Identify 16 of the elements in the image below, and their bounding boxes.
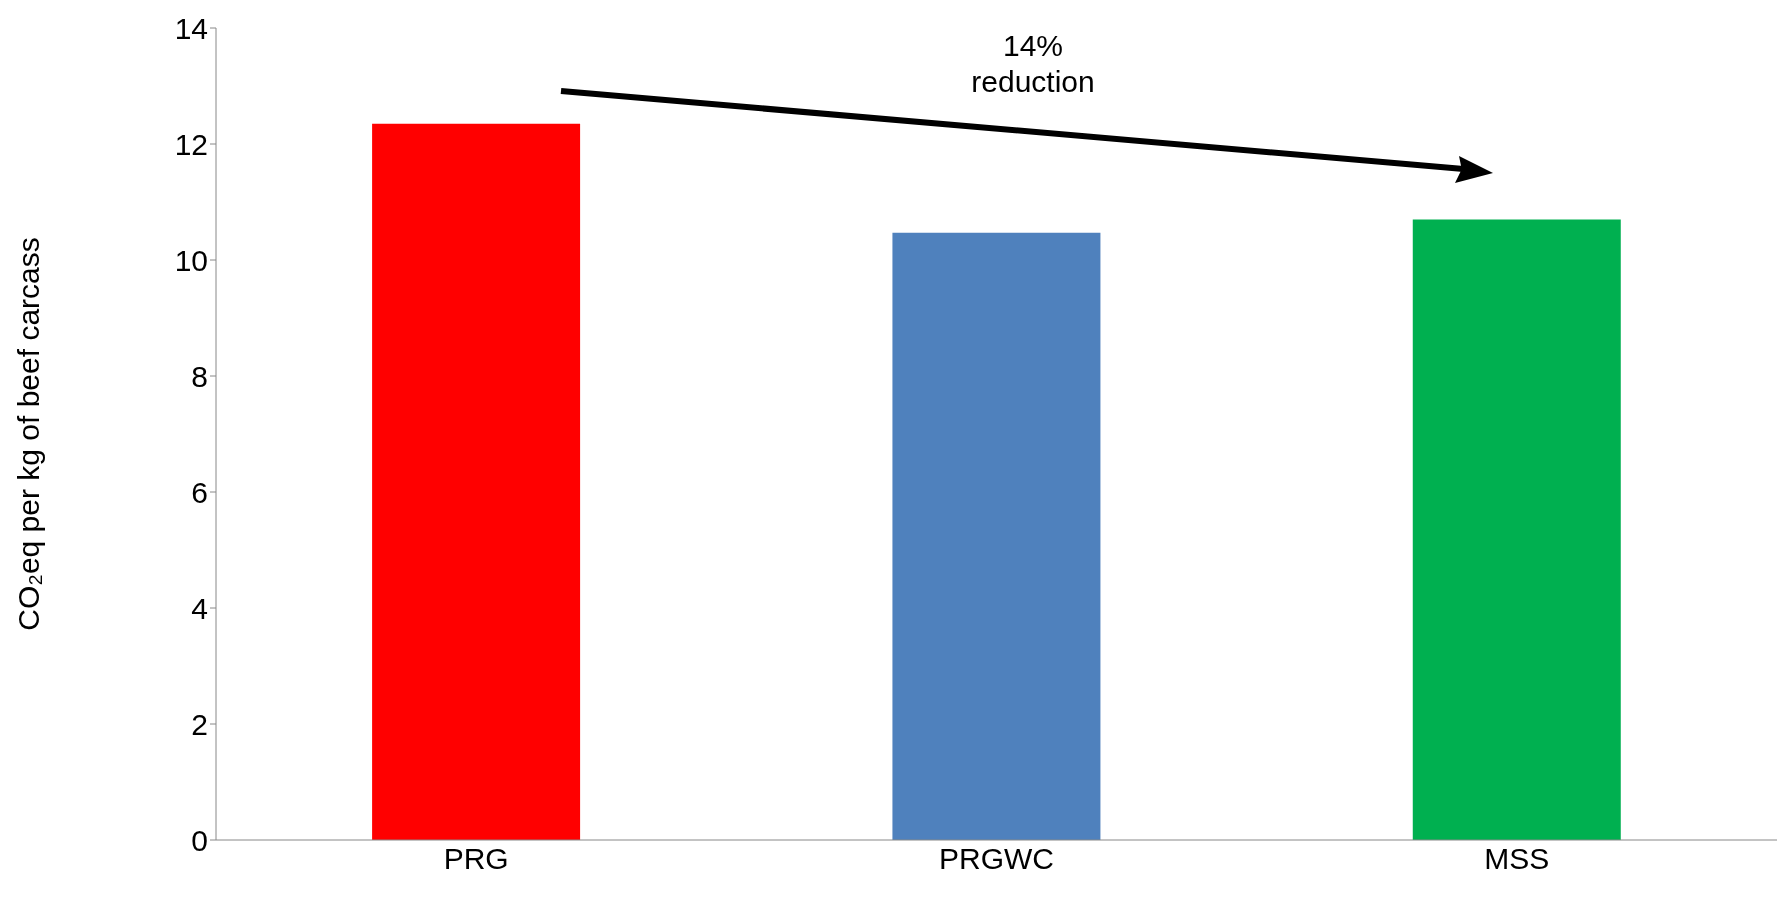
y-tick-label: 4 [191,591,208,625]
y-tick-label: 2 [191,707,208,741]
annotation: 14% reduction [970,28,1096,100]
bar [372,123,581,840]
x-tick-label: MSS [1484,842,1550,876]
y-tick-label: 10 [174,243,208,277]
y-tick-label: 12 [174,127,208,161]
y-tick-label: 14 [174,11,208,45]
y-tick-label: 8 [191,359,208,393]
x-tick-label: PRGWC [939,842,1054,876]
y-tick-label: 6 [191,475,208,509]
y-axis-title: CO₂eq per kg of beef carcass [11,237,45,631]
bar [1412,219,1621,840]
bar [892,232,1101,840]
y-tick-label: 0 [191,823,208,857]
x-tick-label: PRG [443,842,509,876]
